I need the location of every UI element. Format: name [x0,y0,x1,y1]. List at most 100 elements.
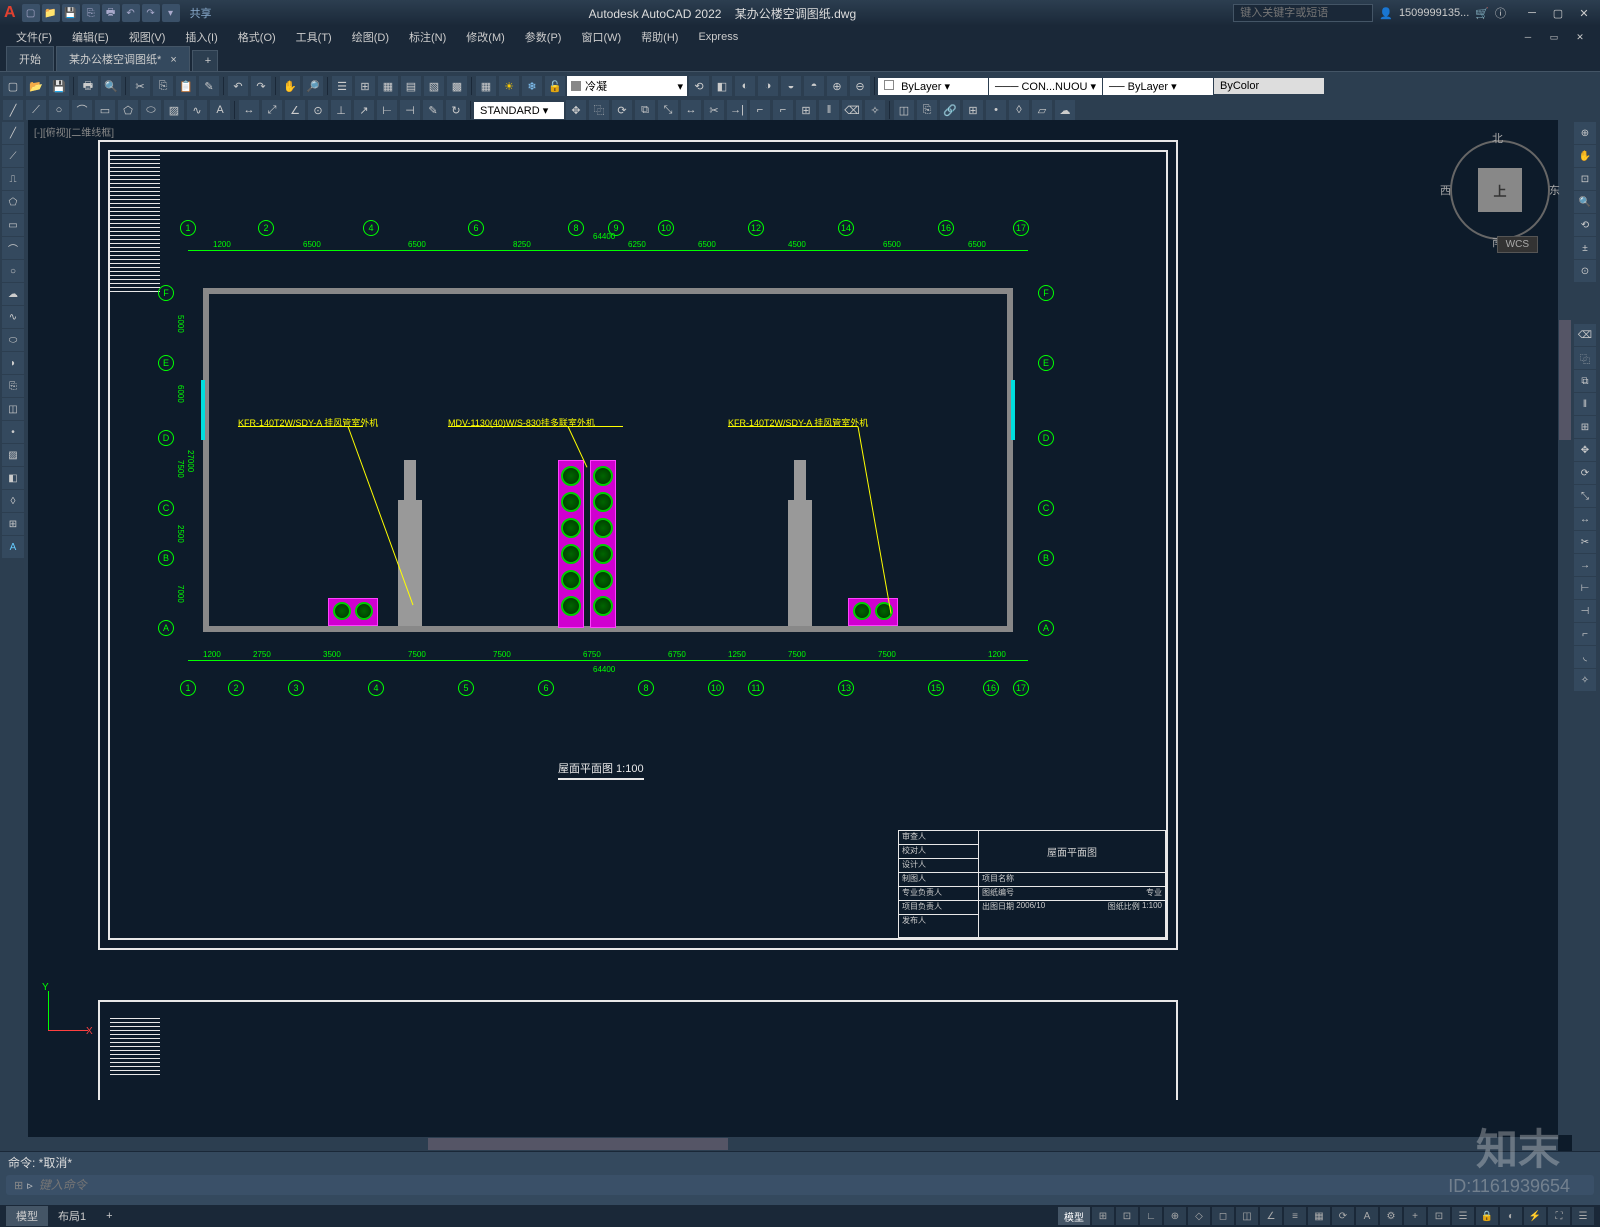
tb-chamfer-icon[interactable]: ⌐ [772,99,794,121]
status-lock-ui-icon[interactable]: 🔒 [1476,1207,1498,1225]
tb-leader-icon[interactable]: ↗ [353,99,375,121]
draw-line-icon[interactable]: ╱ [2,122,24,144]
tb-circle-icon[interactable]: ○ [48,99,70,121]
status-polar-icon[interactable]: ⊕ [1164,1207,1186,1225]
command-input[interactable] [39,1178,1586,1192]
drawing-workspace[interactable]: [-][俯视][二维线框] 1 2 4 6 8 9 10 12 14 16 17… [28,120,1572,1151]
status-iso-icon[interactable]: ◇ [1188,1207,1210,1225]
nav-steering-icon[interactable]: ⊕ [1574,122,1596,144]
qat-new-icon[interactable]: ▢ [22,4,40,22]
mod-rotate-icon[interactable]: ⟳ [1574,462,1596,484]
scroll-thumb[interactable] [428,1138,728,1150]
tb-xref-icon[interactable]: 🔗 [939,99,961,121]
tb-copy2-icon[interactable]: ⿻ [588,99,610,121]
tb-calc-icon[interactable]: ▩ [446,75,468,97]
tb-preview-icon[interactable]: 🔍 [100,75,122,97]
horizontal-scrollbar[interactable] [28,1137,1558,1151]
user-icon[interactable]: 👤 [1379,7,1393,20]
textstyle-dropdown[interactable]: STANDARD ▾ [474,102,564,119]
compass-west[interactable]: 西 [1440,182,1451,198]
qat-saveas-icon[interactable]: ⎘ [82,4,100,22]
mod-join-icon[interactable]: ⊣ [1574,600,1596,622]
compass-east[interactable]: 东 [1549,182,1560,198]
status-hardware-icon[interactable]: ⚡ [1524,1207,1546,1225]
status-units-icon[interactable]: ⊡ [1428,1207,1450,1225]
menu-format[interactable]: 格式(O) [230,27,284,47]
tb-text-icon[interactable]: A [209,99,231,121]
qat-undo-icon[interactable]: ↶ [122,4,140,22]
tb-paste-icon[interactable]: 📋 [175,75,197,97]
viewcube-top-face[interactable]: 上 [1478,168,1522,212]
tab-drawing[interactable]: 某办公楼空调图纸* × [56,46,190,71]
status-model-button[interactable]: 模型 [1058,1207,1090,1225]
user-name[interactable]: 1509999135... [1399,7,1469,19]
tb-dim-edit-icon[interactable]: ✎ [422,99,444,121]
layer-previous-icon[interactable]: ⟲ [688,75,710,97]
menu-draw[interactable]: 绘图(D) [344,27,397,47]
layer-off-icon[interactable]: ◐ [734,75,756,97]
tb-move-icon[interactable]: ✥ [565,99,587,121]
tb-dim-ord-icon[interactable]: ⊥ [330,99,352,121]
tb-save-icon[interactable]: 💾 [48,75,70,97]
color-dropdown[interactable]: ByLayer ▾ [878,78,988,95]
mod-copy-icon[interactable]: ⿻ [1574,347,1596,369]
mod-mirror-icon[interactable]: ⧉ [1574,370,1596,392]
tb-scale-icon[interactable]: ⤡ [657,99,679,121]
menu-edit[interactable]: 编辑(E) [64,27,117,47]
layer-freeze-icon[interactable]: ❄ [521,75,543,97]
linetype-dropdown[interactable]: ─── CON...NUOU ▾ [989,78,1102,95]
draw-polygon-icon[interactable]: ⬠ [2,191,24,213]
draw-revcloud-icon[interactable]: ☁ [2,283,24,305]
status-quick-props-icon[interactable]: ☰ [1452,1207,1474,1225]
menu-express[interactable]: Express [690,29,746,45]
mod-break-icon[interactable]: ⊢ [1574,577,1596,599]
qat-open-icon[interactable]: 📁 [42,4,60,22]
ucs-icon[interactable]: Y X [38,981,98,1041]
tb-mirror-icon[interactable]: ⧉ [634,99,656,121]
status-ortho-icon[interactable]: ∟ [1140,1207,1162,1225]
mod-extend-icon[interactable]: → [1574,554,1596,576]
tb-explode-icon[interactable]: ✧ [864,99,886,121]
layout-tab-1[interactable]: 布局1 [48,1206,96,1226]
compass-north[interactable]: 北 [1492,130,1503,146]
nav-zoom-rt-icon[interactable]: ± [1574,237,1596,259]
draw-hatch-icon[interactable]: ▨ [2,444,24,466]
status-workspace-icon[interactable]: ⚙ [1380,1207,1402,1225]
draw-ellarc-icon[interactable]: ◗ [2,352,24,374]
tb-extend-icon[interactable]: →| [726,99,748,121]
nav-zoom-prev-icon[interactable]: ⟲ [1574,214,1596,236]
menu-window[interactable]: 窗口(W) [573,27,629,47]
tb-dim-aligned-icon[interactable]: ⤢ [261,99,283,121]
tb-rect-icon[interactable]: ▭ [94,99,116,121]
draw-arc-icon[interactable]: ⌒ [2,237,24,259]
tb-markup-icon[interactable]: ▧ [423,75,445,97]
tb-line-icon[interactable]: ╱ [2,99,24,121]
tb-copy-icon[interactable]: ⎘ [152,75,174,97]
mod-array-icon[interactable]: ⊞ [1574,416,1596,438]
tb-fillet-icon[interactable]: ⌐ [749,99,771,121]
nav-pan-icon[interactable]: ✋ [1574,145,1596,167]
mod-stretch-icon[interactable]: ↔ [1574,508,1596,530]
plotstyle-dropdown[interactable]: ByColor [1214,78,1324,94]
status-snap-icon[interactable]: ⊡ [1116,1207,1138,1225]
minimize-button[interactable]: ─ [1520,4,1544,22]
tb-redo-icon[interactable]: ↷ [250,75,272,97]
draw-block-icon[interactable]: ◫ [2,398,24,420]
tb-poly-icon[interactable]: ⬠ [117,99,139,121]
status-3dosnap-icon[interactable]: ◫ [1236,1207,1258,1225]
menu-tools[interactable]: 工具(T) [288,27,340,47]
qat-plot-icon[interactable]: 🖶 [102,4,120,22]
tb-insert-icon[interactable]: ⎘ [916,99,938,121]
mod-offset-icon[interactable]: ‖ [1574,393,1596,415]
status-osnap-icon[interactable]: ◻ [1212,1207,1234,1225]
tb-open-icon[interactable]: 📂 [25,75,47,97]
menu-file[interactable]: 文件(F) [8,27,60,47]
nav-zoom-win-icon[interactable]: 🔍 [1574,191,1596,213]
tb-undo-icon[interactable]: ↶ [227,75,249,97]
tb-spline-icon[interactable]: ∿ [186,99,208,121]
drawing-canvas[interactable]: 1 2 4 6 8 9 10 12 14 16 17 1200 6500 650… [28,120,1572,1151]
draw-circle-icon[interactable]: ○ [2,260,24,282]
tb-revcloud-icon[interactable]: ☁ [1054,99,1076,121]
cmd-handle-icon[interactable]: ⊞ [14,1179,23,1192]
mod-scale-icon[interactable]: ⤡ [1574,485,1596,507]
